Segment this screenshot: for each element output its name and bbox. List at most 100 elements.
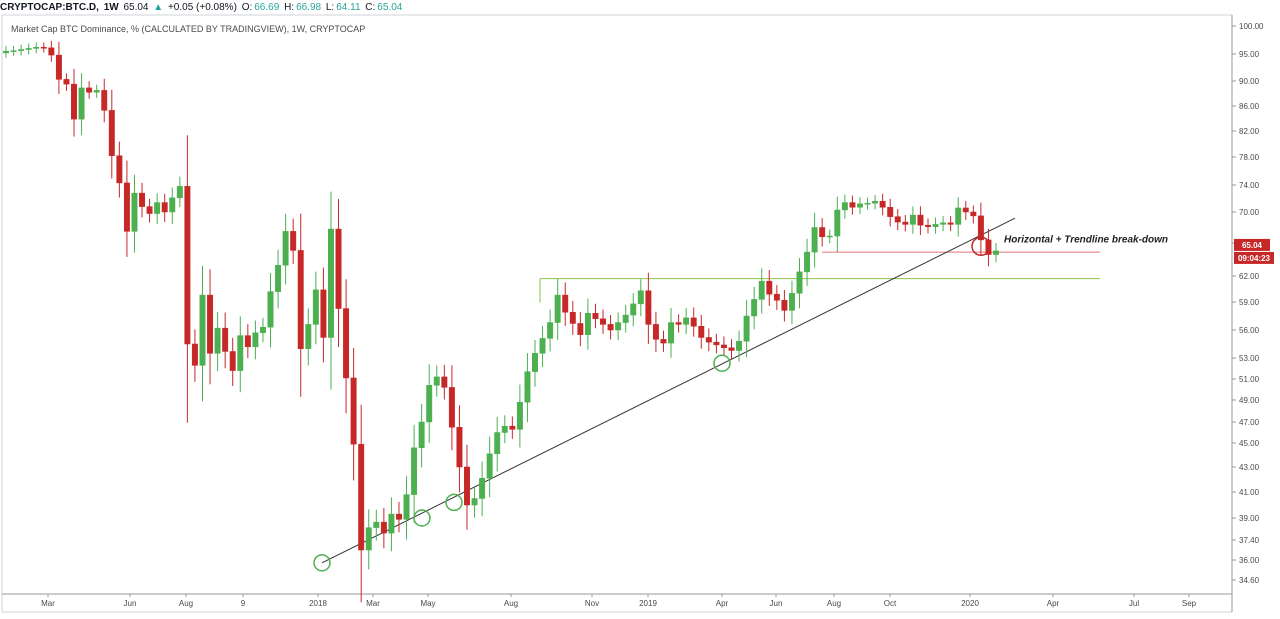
- x-tick-label: Aug: [504, 599, 518, 608]
- last-price-badge: [1234, 238, 1270, 251]
- candle-up: [275, 265, 282, 292]
- candle-up: [864, 202, 871, 205]
- candle-down: [947, 222, 954, 225]
- x-tick-label: Mar: [366, 599, 380, 608]
- x-tick-label: Sep: [1182, 599, 1197, 608]
- candle-down: [705, 337, 712, 343]
- candle-up: [411, 447, 418, 495]
- y-tick-label: 62.00: [1239, 272, 1260, 281]
- candle-up: [736, 340, 743, 351]
- candle-up: [584, 312, 591, 335]
- candle-down: [917, 214, 924, 226]
- candle-down: [358, 443, 365, 551]
- candle-down: [335, 228, 342, 309]
- touch-points-layer: [313, 236, 991, 572]
- candle-up: [532, 353, 538, 372]
- candle-down: [40, 47, 47, 49]
- high-value: 66.98: [296, 2, 322, 13]
- candle-up: [826, 235, 833, 238]
- y-tick-label: 90.00: [1239, 77, 1260, 86]
- y-tick-label: 82.00: [1239, 127, 1260, 136]
- candle-up: [25, 48, 32, 50]
- candle-down: [63, 79, 70, 85]
- candle-down: [229, 351, 236, 371]
- candle-down: [184, 186, 191, 345]
- candle-up: [622, 314, 629, 323]
- horizontal-levels: [539, 251, 1100, 303]
- y-tick-label: 100.00: [1239, 22, 1264, 31]
- candle-down: [464, 466, 470, 506]
- symbol-name[interactable]: CRYPTOCAP:BTC.D,: [0, 2, 99, 13]
- candle-down: [448, 387, 455, 428]
- candle-up: [788, 293, 795, 311]
- x-tick-label: Aug: [179, 599, 193, 608]
- y-tick-label: 37.40: [1239, 536, 1260, 545]
- x-tick-label: Mar: [41, 599, 55, 608]
- axes-layer: 100.00 95.00 90.00 86.00 82.00 78.00 74.00 70.0…: [41, 22, 1274, 608]
- candle-down: [396, 513, 402, 520]
- candle-down: [161, 202, 168, 213]
- candle-up: [494, 432, 501, 455]
- x-tick-label: 9: [241, 599, 246, 608]
- candle-up: [403, 494, 410, 520]
- trendline-layer: [321, 217, 1016, 564]
- y-tick-label: 36.00: [1239, 556, 1260, 565]
- candle-down: [690, 317, 697, 327]
- candle-up: [471, 498, 478, 506]
- candle-down: [698, 326, 705, 338]
- candle-up: [955, 207, 962, 225]
- candle-up: [131, 192, 138, 232]
- candle-down: [55, 54, 62, 80]
- candle-up: [305, 324, 312, 349]
- candle-down: [592, 312, 599, 320]
- candle-up: [637, 290, 644, 305]
- candle-up: [3, 50, 9, 54]
- chart-frame: [1, 14, 1233, 613]
- candle-up: [668, 322, 675, 344]
- candle-down: [607, 324, 614, 331]
- candle-up: [176, 186, 183, 199]
- candle-down: [441, 376, 448, 388]
- candle-up: [841, 202, 848, 211]
- candle-up: [758, 280, 765, 300]
- candle-up: [388, 513, 395, 534]
- last-price-label: 65.04: [1242, 241, 1263, 250]
- y-tick-label: 70.00: [1239, 208, 1260, 217]
- candle-down: [849, 202, 856, 208]
- candle-up: [78, 87, 85, 120]
- open-label: O:: [241, 2, 253, 13]
- last-price: 65.04: [123, 2, 149, 13]
- trendline: [321, 217, 1016, 564]
- y-tick-label: 78.00: [1239, 153, 1260, 162]
- x-tick-label: Aug: [827, 599, 841, 608]
- candle-down: [191, 343, 198, 366]
- y-tick-label: 47.00: [1239, 418, 1260, 427]
- candle-down: [645, 290, 652, 325]
- candle-up: [554, 294, 561, 323]
- symbol-header: CRYPTOCAP:BTC.D, 1W 65.04 ▲ +0.05 (+0.08…: [0, 0, 1230, 16]
- candle-up: [993, 250, 999, 255]
- candle-up: [615, 322, 622, 331]
- candle-up: [169, 197, 176, 213]
- candle-down: [577, 323, 584, 335]
- y-tick-label: 45.00: [1239, 439, 1260, 448]
- candle-down: [207, 294, 214, 354]
- candle-down: [887, 207, 894, 217]
- candle-up: [282, 231, 289, 266]
- candle-down: [350, 377, 357, 445]
- y-tick-label: 43.00: [1239, 463, 1260, 472]
- candle-down: [320, 289, 327, 338]
- annotation-breakdown: Horizontal + Trendline break-down: [1004, 234, 1168, 245]
- candle-down: [977, 215, 984, 241]
- candle-down: [894, 216, 901, 223]
- candle-up: [751, 299, 758, 317]
- candle-down: [222, 327, 229, 352]
- candle-up: [33, 47, 40, 49]
- interval-label[interactable]: 1W: [103, 2, 119, 13]
- candle-down: [48, 47, 55, 56]
- candle-down: [600, 318, 606, 325]
- candle-up: [327, 228, 334, 338]
- y-tick-label: 53.00: [1239, 354, 1260, 363]
- candle-down: [569, 312, 576, 324]
